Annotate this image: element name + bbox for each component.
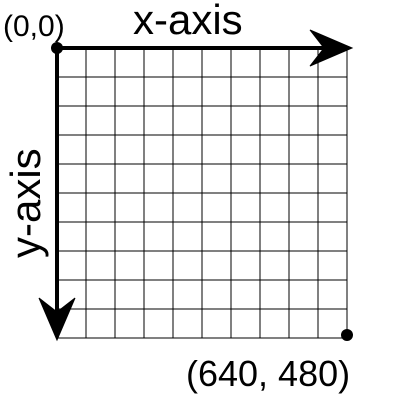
grid <box>57 48 347 338</box>
x-axis-label: x-axis <box>133 0 243 43</box>
y-axis-label: y-axis <box>2 148 49 258</box>
corner-point <box>341 329 353 341</box>
origin-label: (0,0) <box>3 10 65 43</box>
corner-label: (640, 480) <box>186 353 350 394</box>
origin-point <box>51 42 63 54</box>
